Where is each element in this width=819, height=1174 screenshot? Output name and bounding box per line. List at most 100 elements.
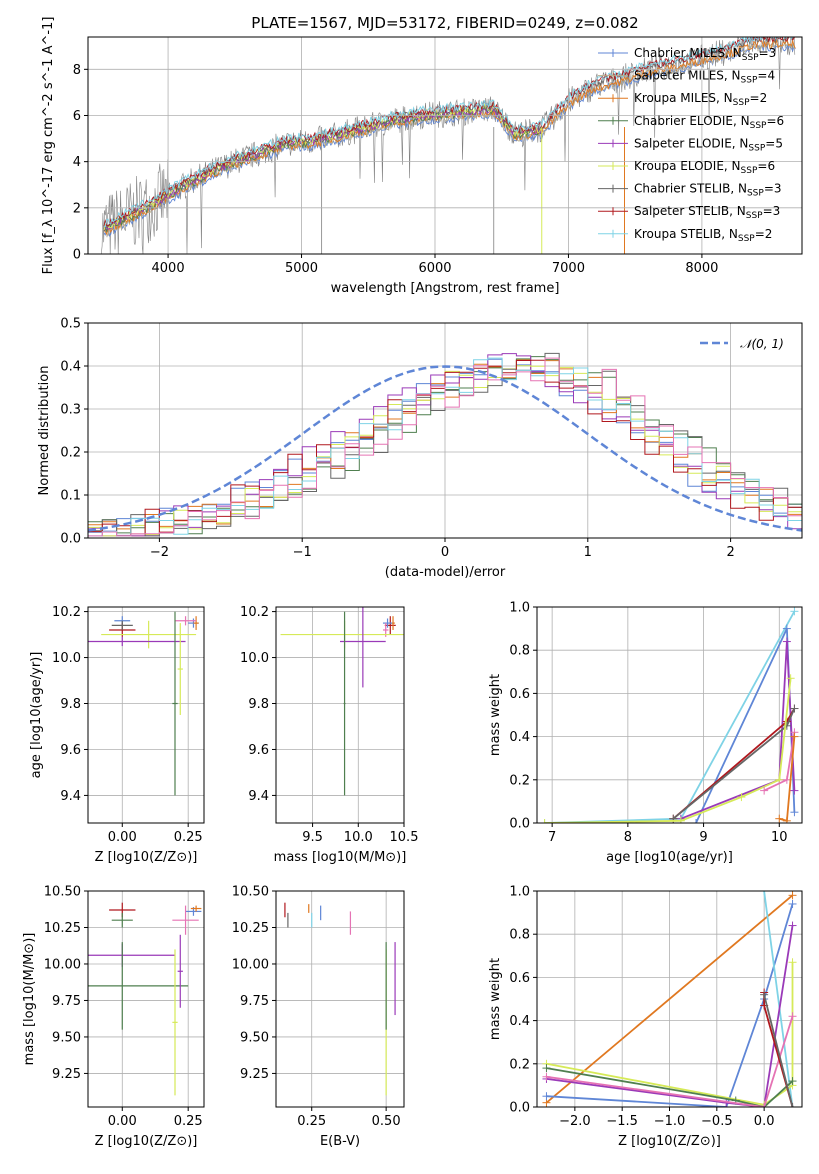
x-tick-label: 0.25 [297,1114,326,1129]
grid [88,37,802,255]
x-tick-label: 9 [699,830,707,845]
weight-line [672,708,796,820]
x-tick-label: 8 [624,830,632,845]
weight-line [546,1067,794,1107]
y-tick-label: 9.25 [52,1067,81,1082]
error-point [340,607,386,688]
y-tick-label: 0 [73,248,81,263]
legend-subscript: SSP [747,189,764,199]
plot-area [284,902,396,1096]
legend-count: =2 [755,227,773,241]
legend-count: =4 [757,69,775,83]
legend-label: Chabrier STELIB, NSSP=3 [634,182,782,199]
x-axis-label: Z [log10(Z/Z⊙)] [618,1134,721,1149]
legend-count: =3 [759,46,777,60]
age-vs-mass-panel: 9.5 10.0 10.5 9.4 9.6 9.8 10.0 10.2 mass [log10(… [240,605,418,865]
y-tick-label: 1.0 [509,885,530,900]
error-point [175,616,197,626]
grid [88,890,204,1107]
error-point [88,942,189,1030]
legend-count: =6 [757,159,775,173]
y-axis-label: age [log10(age/yr)] [29,652,44,779]
legend: Chabrier MILES, NSSP=3 Salpeter MILES, NS… [598,46,784,244]
legend-label: Kroupa STELIB, NSSP=2 [634,227,772,244]
spectrum-panel: PLATE=1567, MJD=53172, FIBERID=0249, z=0… [41,14,803,296]
legend-subscript: SSP [748,143,765,153]
weight-line [544,610,796,823]
x-tick-label: 9.5 [302,830,323,845]
y-axis-label: mass weight [488,674,503,756]
error-point [172,905,199,935]
chart-title: PLATE=1567, MJD=53172, FIBERID=0249, z=0… [251,14,638,32]
axes-frame [275,890,405,1108]
y-tick-label: 0.8 [509,928,530,943]
y-tick-label: 0.0 [60,532,81,547]
legend-label: Salpeter STELIB, NSSP=3 [634,204,780,221]
y-tick-label: 2 [73,201,81,216]
residuals-panel: −2 −1 0 1 2 0.0 0.1 0.2 0.3 0.4 0.5 (data-model)/er… [37,317,803,580]
error-point [88,636,186,647]
y-axis-label: Flux [f_λ 10^-17 erg cm^-2 s^-1 A^-1] [41,17,56,275]
x-tick-label: 8000 [685,261,718,276]
weight-line [546,1016,794,1107]
axes-frame [536,606,803,824]
y-tick-label: 10.00 [232,957,269,972]
x-tick-label: 7000 [552,261,585,276]
error-point [190,905,202,912]
y-tick-label: 9.75 [240,994,269,1009]
weight-line [763,891,794,1107]
y-tick-label: 0.2 [509,1057,530,1072]
x-tick-label: 2 [726,545,734,560]
y-tick-label: 9.50 [240,1030,269,1045]
x-tick-label: 10 [771,830,788,845]
legend-subscript: SSP [741,166,758,176]
weight-line [546,903,794,1107]
error-point [172,611,178,796]
x-tick-label: −2 [150,545,169,560]
x-tick-label: 0 [441,545,449,560]
y-tick-label: 1.0 [509,601,530,616]
mass-vs-metallicity-panel: 0.00 0.25 9.25 9.50 9.75 10.00 10.25 10.50 Z [lo… [22,885,205,1149]
legend-count: =5 [765,136,783,150]
y-tick-label: 0.0 [509,817,530,832]
error-point [177,623,183,715]
plot-area [540,607,799,823]
model-spectrum-salpeter-stelib [103,37,795,227]
histogram-salpeter-stelib [88,359,802,535]
y-tick-label: 9.4 [248,789,269,804]
y-tick-label: 0.4 [509,1014,530,1029]
axes-frame [275,606,405,824]
plot-area [88,352,802,537]
error-point [177,934,183,1008]
model-spectrum-chabrier-elodie [103,105,542,233]
x-tick-label: −1.0 [654,1114,686,1129]
x-axis-label: mass [log10(M/M⊙)] [274,850,407,865]
error-point [343,611,346,796]
legend-subscript: SSP [738,234,755,244]
error-point [111,912,133,928]
y-tick-label: 9.8 [248,697,269,712]
y-tick-label: 9.6 [248,743,269,758]
x-tick-label: −1 [293,545,312,560]
x-tick-label: 0.00 [108,830,137,845]
y-tick-label: 10.0 [240,651,269,666]
plot-area [101,37,796,254]
y-tick-label: 10.0 [52,651,81,666]
plot-area [542,891,797,1107]
x-tick-label: 0.00 [108,1114,137,1129]
axes-frame [536,890,803,1108]
x-axis-label: Z [log10(Z/Z⊙)] [95,850,198,865]
plot-area [88,902,202,1096]
x-tick-label: 0.25 [174,830,203,845]
x-axis-label: E(B-V) [320,1134,360,1149]
y-tick-label: 0.4 [60,360,81,375]
histogram-pink [88,357,802,537]
weight-line [545,894,794,1104]
x-tick-label: 0.50 [372,1114,401,1129]
legend-count: =3 [763,204,781,218]
legend-count: =3 [764,182,782,196]
y-tick-label: 0.2 [60,446,81,461]
error-point [111,620,133,630]
y-tick-label: 9.50 [52,1030,81,1045]
age-vs-metallicity-panel: 0.00 0.25 9.4 9.6 9.8 10.0 10.2 Z [log10(Z/Z⊙)]… [29,605,205,865]
